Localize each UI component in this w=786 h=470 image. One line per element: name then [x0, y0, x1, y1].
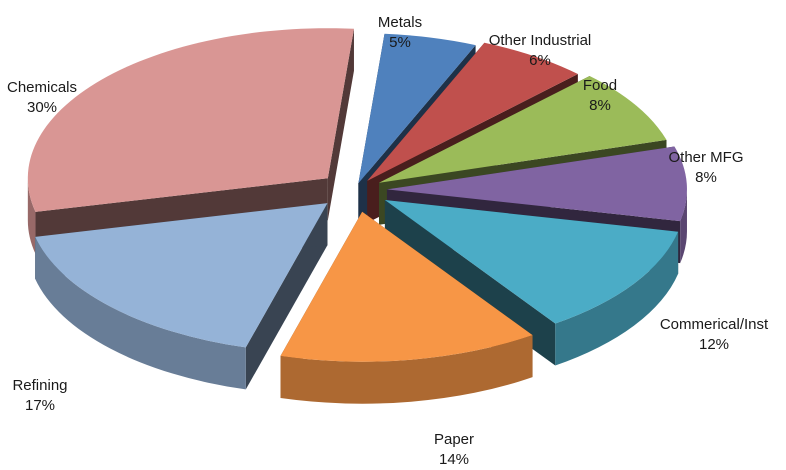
slice-label-food: Food [583, 77, 617, 94]
slice-percent-chemicals: 30% [27, 99, 57, 116]
slice-label-other-mfg: Other MFG [668, 149, 743, 166]
pie-slice-edge [680, 189, 687, 264]
pie-slice-top [367, 42, 578, 181]
slice-percent-metals: 5% [389, 34, 411, 51]
pie-slice-top [35, 203, 328, 348]
pie-slice-top [386, 146, 687, 222]
pie-slice-top [27, 28, 354, 212]
pie-slice-top [280, 211, 533, 362]
pie-slice-edge [555, 231, 679, 366]
pie-slice-top [379, 75, 667, 183]
pie-slice-edge [27, 178, 36, 254]
pie-slice-refining [35, 203, 328, 390]
slice-label-metals: Metals [378, 14, 422, 31]
slice-percent-paper: 14% [439, 451, 469, 468]
pie-slice-wall [327, 28, 354, 221]
slice-label-other-industrial: Other Industrial [489, 32, 592, 49]
slice-label-paper: Paper [434, 431, 474, 448]
pie-slice-paper [280, 211, 533, 404]
slice-percent-other-industrial: 6% [529, 52, 551, 69]
slice-label-commerical-inst: Commerical/Inst [660, 316, 769, 333]
pie-slice-edge [35, 236, 246, 390]
slice-percent-refining: 17% [25, 397, 55, 414]
pie-slice-wall [245, 203, 328, 390]
slice-label-chemicals: Chemicals [7, 79, 77, 96]
slice-label-refining: Refining [12, 377, 67, 394]
slice-percent-commerical-inst: 12% [699, 336, 729, 353]
pie-slice-top [384, 200, 679, 324]
slice-percent-other-mfg: 8% [695, 169, 717, 186]
slice-percent-food: 8% [589, 97, 611, 114]
pie-slice-edge [280, 335, 533, 404]
pie-slice-top [358, 33, 476, 184]
